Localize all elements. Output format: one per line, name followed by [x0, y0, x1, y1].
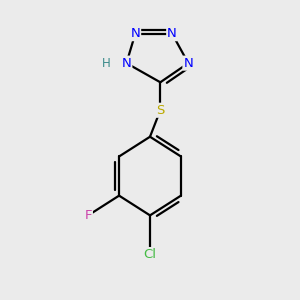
Text: N: N: [183, 57, 193, 70]
Text: N: N: [122, 57, 131, 70]
Text: N: N: [167, 27, 177, 40]
Text: F: F: [84, 209, 92, 222]
Text: S: S: [156, 104, 164, 117]
Text: H: H: [102, 57, 111, 70]
Text: Cl: Cl: [143, 248, 157, 261]
Text: N: N: [130, 27, 140, 40]
